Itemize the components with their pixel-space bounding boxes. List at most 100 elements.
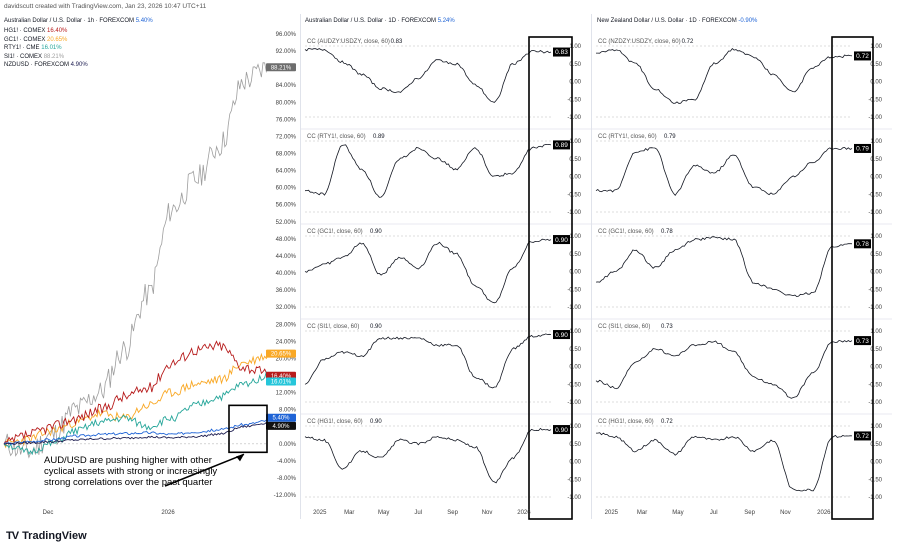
y-tick-label: 24.00% xyxy=(276,339,297,345)
y-tick-label: -0.50 xyxy=(567,477,581,483)
right-chart-svg: 1.00 0.50 0.00 -0.50 -1.00 CC (NZDZY:USDZY, c… xyxy=(592,36,892,520)
correlation-line xyxy=(304,238,552,304)
badge-text: 0.72 xyxy=(856,433,869,440)
y-tick-label: -8.00% xyxy=(277,476,297,482)
y-tick-label: 64.00% xyxy=(276,169,297,175)
y-tick-label: 1.00 xyxy=(569,44,581,50)
badge-text: 0.89 xyxy=(555,142,568,149)
y-tick-label: 44.00% xyxy=(276,254,297,260)
series-line xyxy=(3,62,269,459)
correlation-line xyxy=(304,333,552,389)
mid-panel-title: Australian Dollar / U.S. Dollar · 1D · F… xyxy=(305,18,455,24)
tradingview-logo-mark: TV xyxy=(6,530,19,542)
y-tick-label: 12.00% xyxy=(276,391,297,397)
badge-text: 0.90 xyxy=(555,427,568,434)
last-value-badge: 0.90 xyxy=(553,235,570,245)
pane-label: CC (RTY1!, close, 60) xyxy=(598,134,657,140)
x-tick-label: Jul xyxy=(710,510,718,516)
legend-item[interactable]: GC1! · COMEX 20.65% xyxy=(4,36,88,45)
x-tick-label: Sep xyxy=(447,510,458,516)
badge-text: 4.90% xyxy=(272,424,290,430)
annotation-arrow xyxy=(164,453,245,487)
x-tick-label: 2026 xyxy=(517,510,531,516)
y-tick-label: 0.00 xyxy=(870,365,882,371)
x-tick-label: Sep xyxy=(744,510,755,516)
legend-item-value: 88.21% xyxy=(43,53,65,60)
left-panel-title-text: Australian Dollar / U.S. Dollar · 1h · F… xyxy=(4,18,135,24)
y-tick-label: -1.00 xyxy=(567,305,581,311)
badge-text: 0.90 xyxy=(555,237,568,244)
x-tick-label: Jul xyxy=(414,510,422,516)
axis-value-badge: 5.40% xyxy=(266,413,296,422)
y-tick-label: 40.00% xyxy=(276,271,297,277)
y-tick-label: -0.50 xyxy=(567,97,581,103)
badge-bg xyxy=(553,330,570,340)
y-tick-label: 0.50 xyxy=(870,442,882,448)
series-line xyxy=(3,422,269,445)
y-tick-label: -0.50 xyxy=(868,287,882,293)
left-chart-svg: 96.00%92.00%88.00%84.00%80.00%76.00%72.0… xyxy=(3,32,297,516)
y-tick-label: 1.00 xyxy=(870,329,882,335)
legend-item[interactable]: HG1! · COMEX 16.40% xyxy=(4,27,88,36)
badge-bg xyxy=(266,421,296,430)
legend-item-label: RTY1! · CME xyxy=(4,45,42,51)
series-line xyxy=(3,352,269,449)
pane-last-value: 0.83 xyxy=(391,39,403,45)
right-panel-title-value: -0.90% xyxy=(738,18,758,24)
badge-text: 16.01% xyxy=(271,379,292,385)
y-tick-label: -0.50 xyxy=(868,477,882,483)
legend-item[interactable]: NZDUSD · FOREXCOM 4.90% xyxy=(4,61,88,70)
y-tick-label: 1.00 xyxy=(870,44,882,50)
y-tick-label: -0.50 xyxy=(567,382,581,388)
y-tick-label: 0.50 xyxy=(569,157,581,163)
pane-label: CC (GC1!, close, 60) xyxy=(598,229,654,235)
left-legend: HG1! · COMEX 16.40% GC1! · COMEX 20.65% RT… xyxy=(4,27,88,70)
pane-last-value: 0.79 xyxy=(664,134,676,140)
badge-text: 0.73 xyxy=(856,338,869,345)
y-tick-label: 0.50 xyxy=(569,252,581,258)
legend-item[interactable]: RTY1! · CME 16.01% xyxy=(4,44,88,53)
last-value-badge: 0.72 xyxy=(854,51,871,61)
y-tick-label: 1.00 xyxy=(569,139,581,145)
y-tick-label: 0.00 xyxy=(569,175,581,181)
y-tick-label: 0.50 xyxy=(870,347,882,353)
badge-text: 0.72 xyxy=(856,53,869,60)
y-tick-label: 0.00 xyxy=(569,270,581,276)
y-tick-label: 92.00% xyxy=(276,49,297,55)
legend-item[interactable]: SI1! · COMEX 88.21% xyxy=(4,53,88,62)
x-tick-label: May xyxy=(672,510,683,516)
y-tick-label: 84.00% xyxy=(276,83,297,89)
series-line xyxy=(3,340,269,445)
y-tick-label: -1.00 xyxy=(567,400,581,406)
y-tick-label: -1.00 xyxy=(868,305,882,311)
mid-panel-title-text: Australian Dollar / U.S. Dollar · 1D · F… xyxy=(305,18,437,24)
y-tick-label: -1.00 xyxy=(567,495,581,501)
y-tick-label: 1.00 xyxy=(870,139,882,145)
x-tick-label: Nov xyxy=(482,510,493,516)
badge-bg xyxy=(854,51,871,61)
annotation-text: AUD/USD are pushing higher with other cy… xyxy=(44,455,218,488)
y-tick-label: -1.00 xyxy=(868,495,882,501)
tradingview-logo-text: TradingView xyxy=(22,530,87,542)
mid-panel-title-value: 5.24% xyxy=(437,18,455,24)
badge-text: 5.40% xyxy=(272,416,290,422)
right-panel-title-text: New Zealand Dollar / U.S. Dollar · 1D · … xyxy=(597,18,737,24)
pane-label: CC (SI1!, close, 60) xyxy=(598,324,650,330)
y-tick-label: 56.00% xyxy=(276,203,297,209)
badge-bg xyxy=(553,235,570,245)
y-tick-label: 1.00 xyxy=(569,234,581,240)
y-tick-label: 0.00 xyxy=(569,460,581,466)
y-tick-label: -1.00 xyxy=(567,115,581,121)
y-tick-label: -0.50 xyxy=(567,192,581,198)
x-tick-label: May xyxy=(378,510,389,516)
chart-credit: davidscutt created with TradingView.com,… xyxy=(4,3,207,10)
axis-value-badge: 20.65% xyxy=(266,349,296,358)
tradingview-logo[interactable]: TV TradingView xyxy=(6,530,87,542)
x-tick-label: 2026 xyxy=(817,510,831,516)
y-tick-label: 1.00 xyxy=(569,329,581,335)
y-tick-label: -12.00% xyxy=(274,493,297,499)
y-tick-label: -1.00 xyxy=(868,400,882,406)
pane-label: CC (NZDZY:USDZY, close, 60) xyxy=(598,39,681,45)
badge-text: 88.21% xyxy=(271,65,292,71)
badge-bg xyxy=(266,413,296,422)
